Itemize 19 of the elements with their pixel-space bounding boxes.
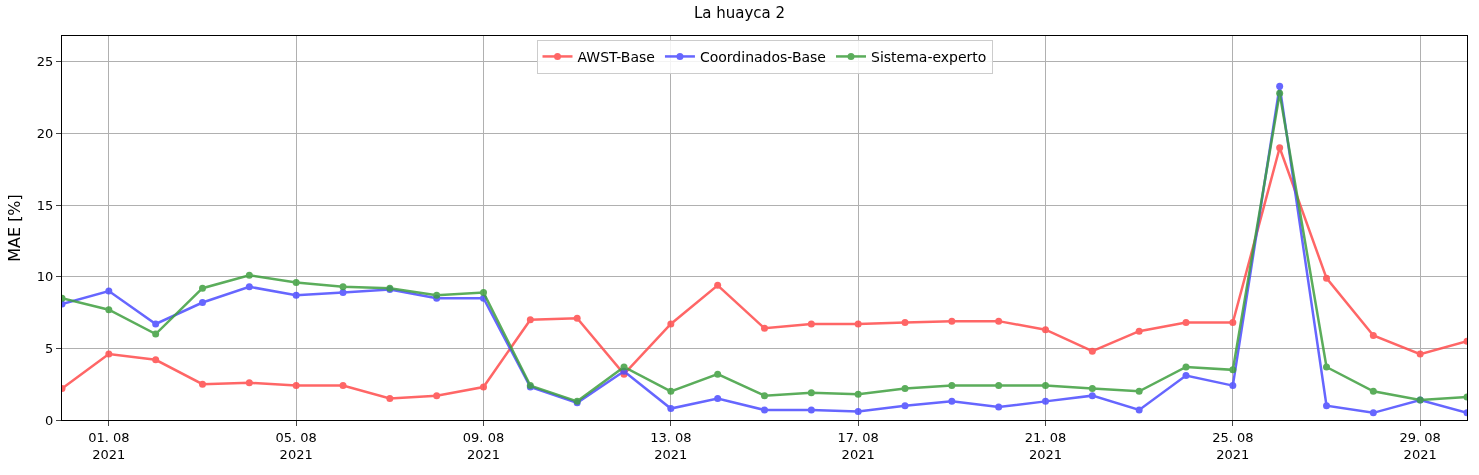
y-tick-label: 25: [36, 54, 54, 70]
chart-title: La huayca 2: [693, 3, 786, 22]
y-tick-label: 0: [45, 412, 54, 428]
legend-label: Sistema-experto: [871, 48, 987, 65]
x-tick-label: 25. 08 2021: [1212, 429, 1254, 462]
x-tick-label: 05. 08 2021: [275, 429, 317, 462]
x-tick-label: 01. 08 2021: [88, 429, 130, 462]
x-tick-label: 09. 08 2021: [462, 429, 505, 462]
y-tick-label: 10: [36, 269, 54, 285]
x-tick-label: 21. 08 2021: [1024, 429, 1067, 462]
x-tick-label: 17. 08 2021: [837, 429, 879, 462]
legend-label: Coordinados-Base: [699, 48, 826, 65]
y-tick-label: 5: [45, 340, 54, 356]
x-tick-label: 13. 08 2021: [650, 429, 692, 462]
y-axis-title: MAE [%]: [5, 194, 24, 262]
y-tick-label: 20: [36, 125, 54, 141]
x-tick-label: 29. 08 2021: [1399, 429, 1441, 462]
y-tick-label: 15: [36, 197, 54, 213]
legend-label: AWST-Base: [577, 48, 655, 65]
